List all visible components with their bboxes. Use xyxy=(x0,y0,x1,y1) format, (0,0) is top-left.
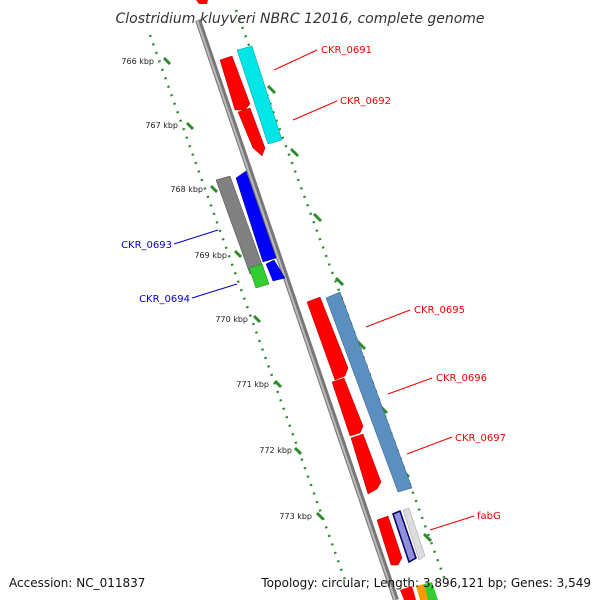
gene-CKR_0691[interactable] xyxy=(219,55,251,111)
accession-label: Accession: NC_011837 xyxy=(9,576,145,590)
gene-partial-bottom-orange[interactable] xyxy=(416,584,430,600)
gene-CKR_0697[interactable] xyxy=(350,433,382,495)
inner-tick-track xyxy=(148,34,347,581)
gene-CKR_0696[interactable] xyxy=(331,377,364,437)
gene-label[interactable]: CKR_0694 xyxy=(139,294,190,305)
gene-CKR_0693[interactable] xyxy=(235,170,277,263)
gene-cluster-fabG xyxy=(376,507,438,600)
major-ticks xyxy=(162,56,325,521)
gene-gray-small[interactable] xyxy=(402,507,426,561)
outer-major-ticks xyxy=(266,84,433,543)
gene-partial-bottom-green[interactable] xyxy=(424,582,438,600)
tick-label: 767 kbp xyxy=(145,121,178,130)
gene-label[interactable]: CKR_0693 xyxy=(121,240,172,251)
gene-labels: CKR_0691 CKR_0692 CKR_0693 CKR_0694 CKR_… xyxy=(121,45,506,522)
gene-cluster-0695-0697 xyxy=(306,291,413,495)
genome-backbone-highlight xyxy=(196,19,396,600)
gene-CKR_0695[interactable] xyxy=(306,296,349,381)
tick-label: 772 kbp xyxy=(259,446,292,455)
gene-cluster-0693-0694 xyxy=(215,170,286,289)
gene-blue-outline[interactable] xyxy=(392,509,417,564)
gene-label[interactable]: CKR_0696 xyxy=(436,373,487,384)
gene-label[interactable]: CKR_0691 xyxy=(321,45,372,56)
tick-labels: 766 kbp 767 kbp 768 kbp 769 kbp 770 kbp … xyxy=(121,57,312,521)
tick-label: 769 kbp xyxy=(194,251,227,260)
gene-cyan-0691[interactable] xyxy=(236,45,283,145)
topology-label: Topology: circular; Length: 3,896,121 bp… xyxy=(260,576,591,590)
gene-partial-top[interactable] xyxy=(196,0,208,4)
gene-label[interactable]: fabG xyxy=(477,511,501,522)
tick-label: 768 kbp xyxy=(170,185,203,194)
tick-label: 770 kbp xyxy=(215,315,248,324)
gene-label[interactable]: CKR_0695 xyxy=(414,305,465,316)
gene-partial-bottom-red[interactable] xyxy=(400,586,416,600)
gene-CKR_0692[interactable] xyxy=(237,107,266,157)
gene-label[interactable]: CKR_0692 xyxy=(340,96,391,107)
gene-CKR_0694[interactable] xyxy=(248,263,270,289)
label-leaders xyxy=(173,49,475,531)
tick-label: 773 kbp xyxy=(279,512,312,521)
gene-CKR_0693-tail[interactable] xyxy=(265,259,286,282)
tick-label: 771 kbp xyxy=(236,380,269,389)
map-title: Clostridium kluyveri NBRC 12016, complet… xyxy=(115,11,484,27)
gene-fabG[interactable] xyxy=(376,515,403,566)
gene-cluster-0691-0692 xyxy=(219,45,283,157)
gene-steelblue-track[interactable] xyxy=(325,291,413,493)
gene-label[interactable]: CKR_0697 xyxy=(455,433,506,444)
tick-label: 766 kbp xyxy=(121,57,154,66)
